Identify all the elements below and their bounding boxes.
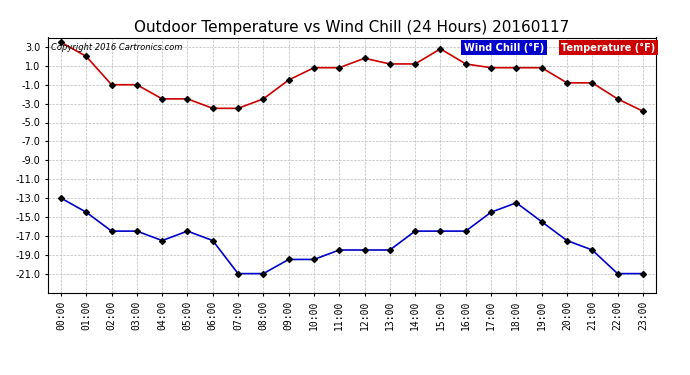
- Text: Copyright 2016 Cartronics.com: Copyright 2016 Cartronics.com: [51, 43, 183, 52]
- Text: Wind Chill (°F): Wind Chill (°F): [464, 43, 544, 52]
- Title: Outdoor Temperature vs Wind Chill (24 Hours) 20160117: Outdoor Temperature vs Wind Chill (24 Ho…: [135, 20, 569, 35]
- Text: Temperature (°F): Temperature (°F): [562, 43, 656, 52]
